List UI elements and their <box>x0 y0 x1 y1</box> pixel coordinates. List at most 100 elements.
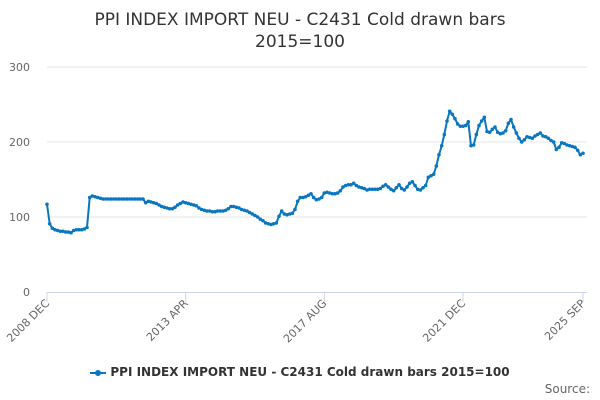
data-point <box>106 197 111 201</box>
data-point <box>138 197 143 201</box>
data-point <box>237 206 241 210</box>
data-point <box>338 188 343 193</box>
data-point <box>218 209 223 213</box>
data-point <box>413 183 417 188</box>
data-point <box>573 145 577 150</box>
data-point <box>405 185 409 189</box>
data-point <box>437 152 441 157</box>
data-point <box>514 131 519 135</box>
data-point <box>229 204 233 209</box>
data-point <box>546 136 551 141</box>
data-point <box>429 173 433 178</box>
y-tick-label: 100 <box>9 211 30 224</box>
data-point <box>109 197 113 201</box>
data-point <box>295 199 300 204</box>
legend-label: PPI INDEX IMPORT NEU - C2431 Cold drawn … <box>110 365 510 379</box>
data-point <box>298 195 303 200</box>
data-point <box>210 209 215 214</box>
data-point <box>253 213 257 218</box>
data-point <box>533 134 537 138</box>
data-point <box>119 197 124 201</box>
data-point <box>250 212 255 216</box>
data-point <box>167 206 172 211</box>
data-point <box>471 143 476 147</box>
legend-item[interactable]: PPI INDEX IMPORT NEU - C2431 Cold drawn … <box>0 365 600 379</box>
data-point <box>317 197 321 201</box>
data-point <box>173 205 177 210</box>
data-point <box>215 209 220 213</box>
source-label: Source: <box>544 382 590 396</box>
data-point <box>127 197 132 201</box>
data-point <box>349 182 353 187</box>
data-point <box>226 206 231 211</box>
data-point <box>117 197 121 201</box>
data-point <box>487 130 492 135</box>
x-tick-label: 2021 DEC <box>420 297 468 345</box>
data-point <box>133 197 137 201</box>
data-point <box>503 128 508 133</box>
y-tick-label: 200 <box>9 136 30 149</box>
data-point <box>549 138 553 143</box>
data-point <box>477 123 481 128</box>
data-point <box>247 210 252 215</box>
y-tick-label: 300 <box>9 61 30 74</box>
data-point <box>447 109 452 114</box>
data-point <box>458 124 463 129</box>
data-point <box>335 191 340 195</box>
data-point <box>141 197 145 201</box>
data-point <box>450 112 455 117</box>
data-point <box>421 185 425 190</box>
data-point <box>125 197 129 201</box>
data-point <box>538 131 543 135</box>
data-point <box>578 152 583 157</box>
data-point <box>442 132 447 137</box>
data-point <box>194 203 199 208</box>
x-tick-label: 2025 SEP <box>542 297 588 343</box>
data-point <box>423 183 428 188</box>
data-point <box>506 121 511 126</box>
data-point <box>495 130 500 135</box>
data-point <box>557 145 561 150</box>
data-point <box>386 185 391 189</box>
data-point <box>482 115 487 120</box>
data-point <box>466 119 471 124</box>
chart-title: PPI INDEX IMPORT NEU - C2431 Cold drawn … <box>94 10 506 30</box>
data-point <box>581 151 585 156</box>
data-point <box>45 202 49 207</box>
data-point <box>319 195 324 200</box>
data-point <box>501 131 505 135</box>
data-point <box>309 191 313 196</box>
data-point <box>394 185 399 190</box>
data-point <box>399 186 404 191</box>
data-point <box>554 147 559 152</box>
data-point <box>178 201 183 206</box>
data-point <box>522 137 527 142</box>
data-point <box>362 186 367 191</box>
data-point <box>255 215 260 219</box>
data-point <box>103 197 108 201</box>
data-point <box>434 164 439 168</box>
data-point <box>389 187 393 192</box>
data-point <box>373 187 377 192</box>
data-point <box>58 229 63 234</box>
data-point <box>351 181 356 186</box>
data-point <box>543 134 548 139</box>
data-point <box>535 132 540 137</box>
data-point <box>551 140 556 144</box>
data-point <box>111 197 116 201</box>
data-point <box>303 194 308 199</box>
data-point <box>330 191 335 196</box>
data-point <box>354 183 359 188</box>
data-point <box>391 188 396 193</box>
data-point <box>383 182 388 187</box>
data-point <box>63 230 68 234</box>
data-point <box>341 185 345 189</box>
data-point <box>402 188 407 192</box>
data-point <box>407 181 412 186</box>
data-point <box>82 227 87 231</box>
data-point <box>293 207 297 212</box>
x-tick-label: 2008 DEC <box>4 297 52 345</box>
data-point <box>509 117 513 122</box>
data-point <box>175 203 180 207</box>
